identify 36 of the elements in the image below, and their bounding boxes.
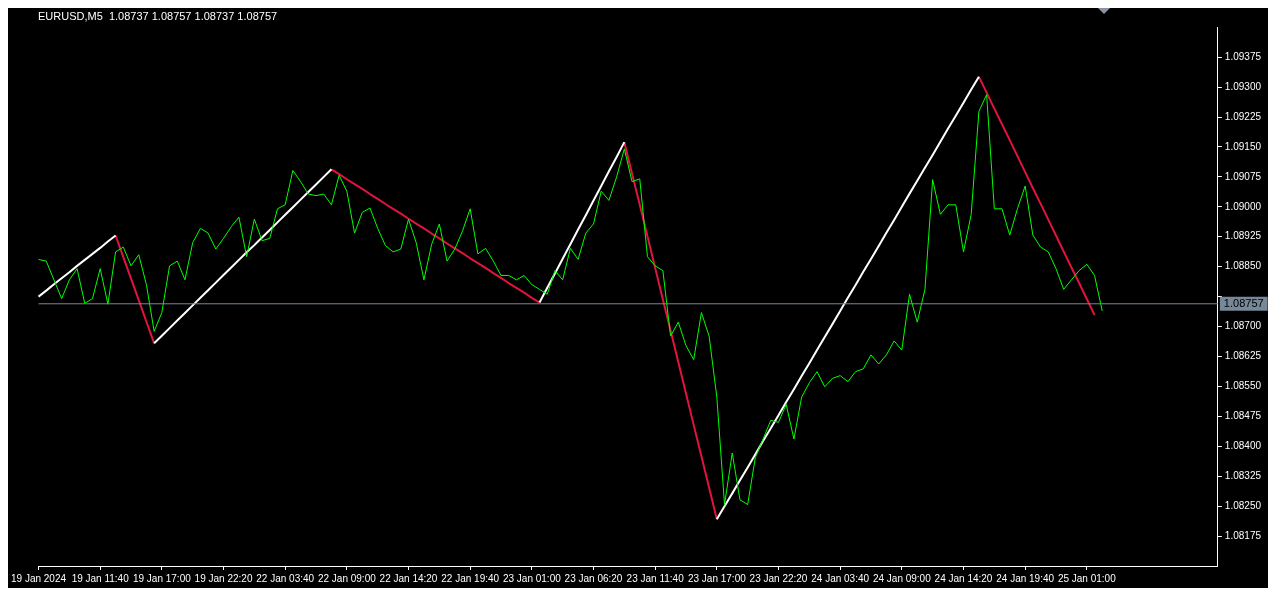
- x-tick-label: 23 Jan 22:20: [749, 572, 808, 584]
- y-tick-label: 1.09300: [1224, 80, 1262, 92]
- y-tick-label: 1.09225: [1224, 110, 1262, 122]
- y-tick-label: 1.08700: [1224, 320, 1262, 332]
- x-tick-label: 23 Jan 17:00: [687, 572, 747, 584]
- y-tick-label: 1.08850: [1224, 260, 1262, 272]
- y-tick-label: 1.08550: [1224, 380, 1262, 392]
- x-tick-label: 24 Jan 09:00: [872, 572, 932, 584]
- y-tick-label: 1.08325: [1224, 469, 1262, 481]
- y-tick-label: 1.09150: [1224, 140, 1262, 152]
- chart-title: EURUSD,M5 1.08737 1.08757 1.08737 1.08757: [38, 9, 278, 22]
- x-tick-label: 19 Jan 11:40: [71, 572, 130, 584]
- x-tick-label: 23 Jan 11:40: [626, 572, 685, 584]
- y-tick-label: 1.08475: [1224, 410, 1262, 422]
- x-tick-label: 23 Jan 06:20: [564, 572, 623, 584]
- x-tick-label: 19 Jan 22:20: [194, 572, 253, 584]
- x-tick-label: 22 Jan 03:40: [256, 572, 315, 584]
- y-tick-label: 1.09000: [1224, 200, 1262, 212]
- x-tick-label: 24 Jan 19:40: [996, 572, 1055, 584]
- y-tick-label: 1.08925: [1224, 230, 1262, 242]
- y-tick-label: 1.08175: [1224, 529, 1262, 541]
- ref-line-label: 1.08757: [1223, 296, 1264, 309]
- y-tick-label: 1.09075: [1224, 170, 1262, 182]
- x-tick-label: 22 Jan 19:40: [441, 572, 500, 584]
- x-tick-label: 23 Jan 01:00: [502, 572, 562, 584]
- x-tick-label: 25 Jan 01:00: [1057, 572, 1117, 584]
- x-tick-label: 22 Jan 14:20: [379, 572, 438, 584]
- x-tick-label: 19 Jan 2024: [10, 572, 67, 584]
- y-tick-label: 1.08400: [1224, 440, 1262, 452]
- x-tick-label: 19 Jan 17:00: [132, 572, 192, 584]
- x-tick-label: 24 Jan 03:40: [811, 572, 870, 584]
- x-tick-label: 22 Jan 09:00: [317, 572, 377, 584]
- y-tick-label: 1.09375: [1224, 50, 1262, 62]
- y-tick-label: 1.08250: [1224, 499, 1262, 511]
- y-tick-label: 1.08625: [1224, 350, 1262, 362]
- x-tick-label: 24 Jan 14:20: [934, 572, 993, 584]
